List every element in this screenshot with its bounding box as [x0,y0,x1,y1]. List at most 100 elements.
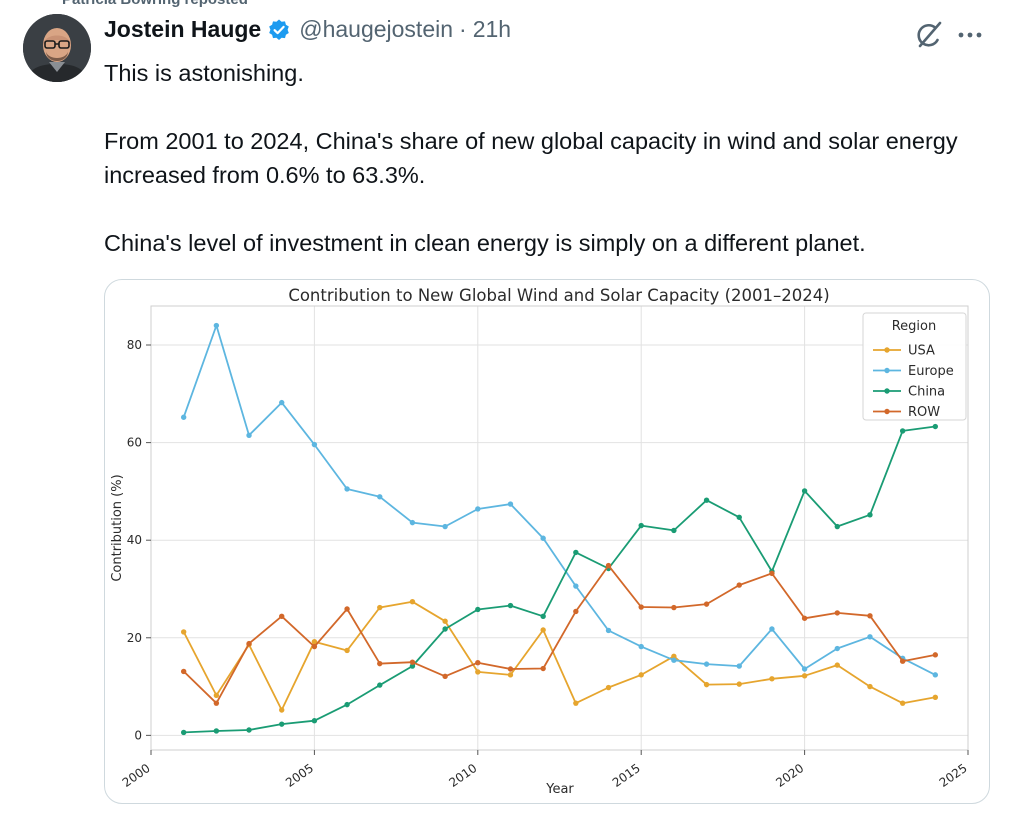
data-point-europe [540,535,546,541]
post-timestamp[interactable]: 21h [472,16,512,42]
data-point-row [671,604,677,611]
x-tick-label: 2025 [937,761,970,790]
data-point-row [540,665,546,672]
chart-title: Contribution to New Global Wind and Sola… [288,286,829,305]
avatar-photo [23,14,91,82]
repost-indicator[interactable]: Patricia Bowring reposted [62,0,248,8]
data-point-europe [507,501,514,507]
data-point-europe [932,672,939,678]
data-point-row [573,608,579,615]
data-point-row [801,615,808,621]
data-point-china [932,423,939,430]
author-avatar[interactable] [23,14,91,82]
series-line-row [183,564,936,705]
data-point-usa [801,673,808,679]
data-point-usa [573,700,579,706]
plot-area-frame [150,305,969,751]
data-point-usa [442,618,448,624]
tweet-line-3: China's level of investment in clean ene… [104,230,866,256]
y-tick-label: 80 [127,338,142,352]
data-point-usa [540,627,546,633]
data-point-row [638,604,644,610]
y-tick-label: 20 [127,631,142,645]
author-handle[interactable]: @haugejostein [299,16,454,42]
data-point-usa [899,700,906,706]
data-point-usa [180,629,187,635]
legend-box [862,312,967,421]
data-point-usa [605,684,612,691]
data-point-usa [736,681,742,687]
tweet-body: This is astonishing. From 2001 to 2024, … [104,56,994,260]
data-point-europe [867,634,873,640]
data-point-usa [867,683,873,690]
grok-icon[interactable] [912,18,946,52]
data-point-row [377,660,383,667]
data-point-row [932,652,939,658]
data-point-usa [279,707,285,713]
data-point-row [507,666,514,672]
data-point-china [899,428,906,434]
data-point-europe [573,583,579,589]
data-point-row [246,640,252,647]
data-point-china [507,602,514,609]
data-point-europe [769,626,775,632]
data-point-europe [475,506,481,512]
x-tick-label: 2005 [283,761,316,790]
data-point-europe [279,399,285,406]
data-point-usa [834,662,840,668]
data-point-europe [180,414,187,420]
data-point-china [638,522,644,529]
data-point-row [442,673,448,680]
x-axis-label: Year [545,782,574,797]
data-point-china [736,514,742,520]
separator-dot: · [459,16,467,42]
data-point-china [442,626,448,632]
chart-series [180,322,939,736]
data-point-china [475,606,481,613]
line-chart: Contribution to New Global Wind and Sola… [110,286,970,797]
data-point-row [736,582,742,588]
chart-grid [150,306,969,750]
data-point-china [671,527,677,534]
data-point-europe [703,661,710,667]
author-name[interactable]: Jostein Hauge [104,16,262,42]
data-point-usa [932,694,939,701]
legend-marker-row [884,408,890,415]
chart-media-card[interactable]: Contribution to New Global Wind and Sola… [104,279,990,804]
legend-marker-china [884,388,890,394]
data-point-europe [638,643,644,650]
y-tick-label: 60 [127,436,142,450]
data-point-usa [475,669,481,675]
data-point-row [311,643,318,650]
legend-marker-europe [884,367,890,374]
y-tick-label: 40 [127,533,142,547]
y-axis-label: Contribution (%) [110,474,125,581]
data-point-europe [736,663,742,669]
data-point-row [703,601,710,607]
data-point-row [475,659,481,666]
x-tick-label: 2000 [120,761,153,790]
series-china [180,423,939,736]
data-point-usa [409,598,416,605]
data-point-europe [605,627,612,634]
data-point-row [279,613,285,620]
series-europe [180,322,939,678]
data-point-usa [311,638,318,645]
series-line-europe [182,324,936,676]
data-point-usa [213,692,220,699]
data-point-china [311,718,318,724]
data-point-europe [377,494,383,500]
data-point-china [279,721,285,727]
chart-axes: 2000 2005 2010 2015 2020 2025 0 20 40 60 80 [120,338,970,790]
chart-legend: Region USA Europe China ROW [862,312,967,421]
x-tick-label: 2020 [773,761,806,790]
legend-label-row: ROW [908,405,940,420]
verified-badge-icon[interactable] [267,18,291,42]
series-line-china [183,425,936,734]
series-line-usa [182,600,936,711]
legend-label-usa: USA [908,344,935,359]
data-point-china [573,549,579,556]
data-point-china [377,682,383,688]
more-options-icon[interactable] [955,20,985,50]
data-point-row [213,700,220,706]
